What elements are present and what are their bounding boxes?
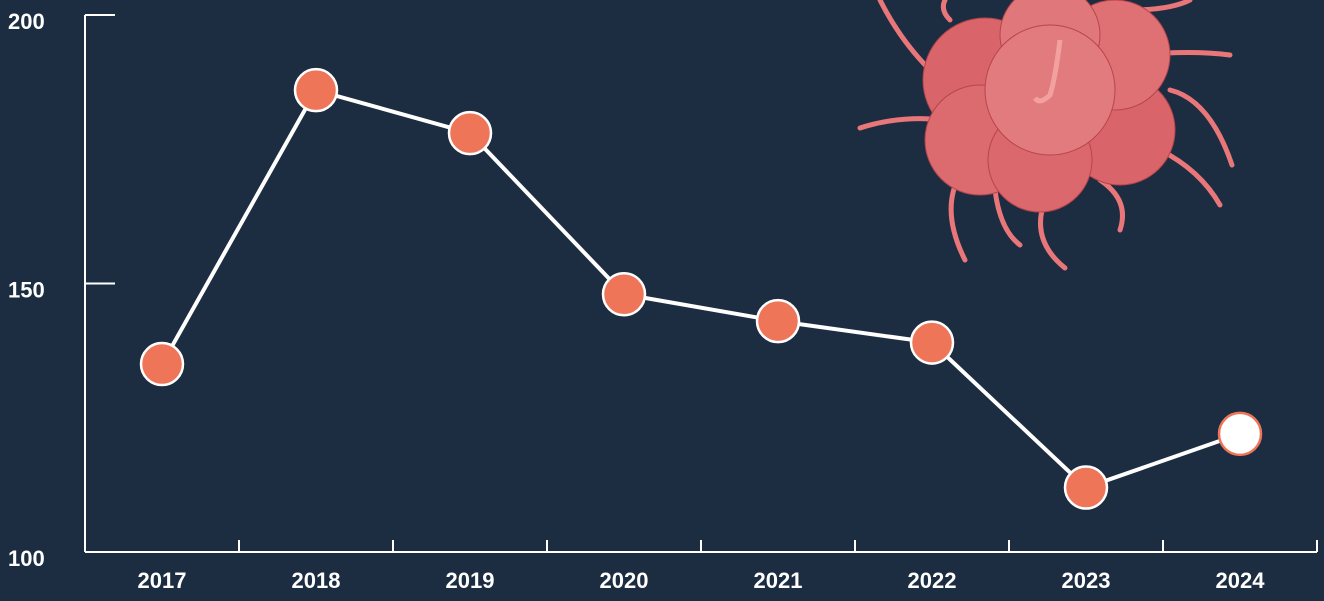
x-tick-label: 2019 [446, 568, 495, 593]
data-point [141, 343, 183, 385]
y-tick-label: 200 [8, 9, 45, 34]
x-tick-label: 2020 [600, 568, 649, 593]
x-tick-label: 2024 [1216, 568, 1266, 593]
y-tick-label: 150 [8, 277, 45, 302]
chart: 100 150 200 2017 2018 2019 2020 2021 2022 2023 202… [0, 0, 1324, 601]
x-tick-label: 2021 [754, 568, 803, 593]
data-point [1065, 467, 1107, 509]
data-point [1219, 413, 1261, 455]
data-point [911, 322, 953, 364]
x-tick-label: 2022 [908, 568, 957, 593]
y-tick-label: 100 [8, 546, 45, 571]
data-point [295, 69, 337, 111]
x-tick-label: 2023 [1062, 568, 1111, 593]
x-tick-label: 2017 [138, 568, 187, 593]
data-point [757, 300, 799, 342]
data-point [603, 273, 645, 315]
data-point [449, 112, 491, 154]
x-tick-label: 2018 [292, 568, 341, 593]
